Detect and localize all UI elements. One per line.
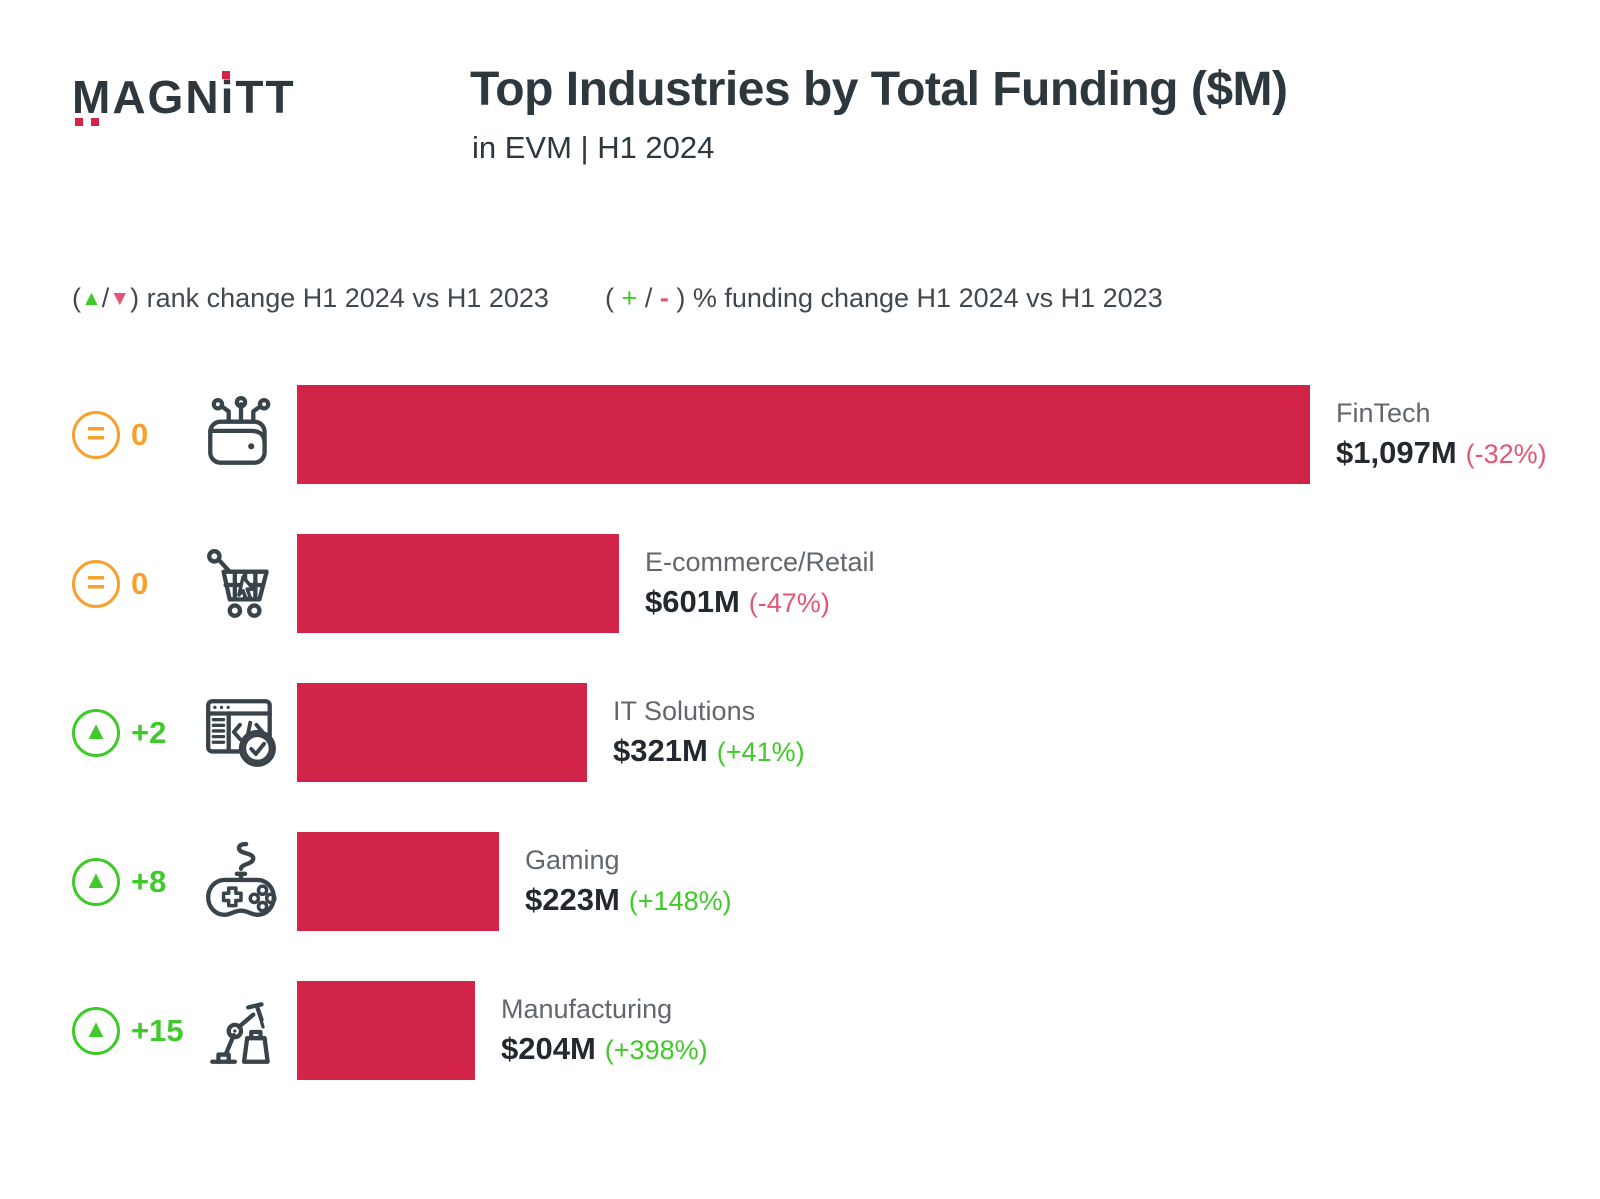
rank-cell: ▲ +8 — [72, 857, 185, 906]
legend-slash: / — [644, 283, 653, 313]
funding-value: $601M — [645, 584, 740, 619]
down-triangle-icon: ▼ — [109, 287, 131, 310]
funding-value: $321M — [613, 733, 708, 768]
rank-cell: = 0 — [72, 559, 185, 608]
robotic-arm-icon — [185, 990, 297, 1072]
shopping-cart-icon — [185, 543, 297, 625]
category-label: FinTech — [1336, 398, 1431, 428]
bar-area: FinTech $1,097M (-32%) — [297, 385, 1600, 484]
legend-funding-change: ( + / - ) % funding change H1 2024 vs H1… — [605, 283, 1163, 314]
logo-letter-m: M — [72, 71, 113, 126]
legend-paren: ( — [72, 283, 81, 313]
row-manufacturing: ▲ +15 — [72, 981, 1600, 1080]
bar-gaming — [297, 832, 499, 931]
funding-change: (-47%) — [748, 588, 830, 618]
rank-cell: ▲ +2 — [72, 708, 185, 757]
funding-change: (+41%) — [716, 737, 805, 767]
legend: (▲/▼) rank change H1 2024 vs H1 2023 ( +… — [72, 283, 1163, 314]
equal-icon: = — [86, 414, 106, 451]
bar-labels: E-commerce/Retail $601M (-47%) — [645, 547, 875, 620]
rank-up-badge: ▲ — [72, 708, 120, 757]
bar-manufacturing — [297, 981, 475, 1080]
equal-icon: = — [86, 563, 106, 600]
rank-up-badge: ▲ — [72, 857, 120, 906]
minus-sign-icon: - — [659, 283, 669, 313]
legend-slash: / — [101, 283, 110, 313]
rank-change-value: +8 — [131, 863, 167, 899]
up-triangle-icon: ▲ — [83, 866, 109, 894]
logo-letters-tt: TT — [235, 71, 296, 123]
bar-area: Gaming $223M (+148%) — [297, 832, 1600, 931]
digital-wallet-icon — [185, 394, 297, 476]
bar-labels: FinTech $1,097M (-32%) — [1336, 398, 1547, 471]
game-controller-icon — [185, 841, 297, 923]
bar-it-solutions — [297, 683, 587, 782]
up-triangle-icon: ▲ — [83, 1015, 109, 1043]
category-label: Gaming — [525, 845, 620, 875]
legend-paren: ( — [605, 283, 614, 313]
legend-rank-label: rank change H1 2024 vs H1 2023 — [146, 283, 549, 313]
bar-area: E-commerce/Retail $601M (-47%) — [297, 534, 1600, 633]
funding-value: $1,097M — [1336, 435, 1457, 470]
bar-labels: Manufacturing $204M (+398%) — [501, 994, 708, 1067]
row-ecommerce: = 0 E-commerce/Retail $601M — [72, 534, 1600, 633]
legend-paren: ) — [676, 283, 686, 313]
rank-equal-badge: = — [72, 559, 120, 608]
row-gaming: ▲ +8 Gaming — [72, 832, 1600, 931]
category-label: IT Solutions — [613, 696, 756, 726]
funding-change: (+398%) — [604, 1035, 708, 1065]
bar-fintech — [297, 385, 1310, 484]
legend-paren: ) — [130, 283, 140, 313]
funding-value: $204M — [501, 1031, 596, 1066]
rank-change-value: 0 — [131, 416, 149, 452]
bar-ecommerce — [297, 534, 619, 633]
bar-area: Manufacturing $204M (+398%) — [297, 981, 1600, 1080]
magnitt-logo: MAGNiTT — [72, 70, 296, 126]
rank-cell: = 0 — [72, 410, 185, 459]
page-subtitle: in EVM | H1 2024 — [472, 130, 715, 165]
bar-chart: = 0 FinTech $1,097M — [72, 385, 1600, 1130]
bar-labels: Gaming $223M (+148%) — [525, 845, 732, 918]
rank-change-value: +15 — [131, 1012, 184, 1048]
it-solutions-icon — [185, 692, 297, 774]
row-fintech: = 0 FinTech $1,097M — [72, 385, 1600, 484]
up-triangle-icon: ▲ — [81, 287, 102, 310]
rank-cell: ▲ +15 — [72, 1006, 185, 1055]
plus-sign-icon: + — [621, 283, 638, 313]
bar-area: IT Solutions $321M (+41%) — [297, 683, 1600, 782]
rank-equal-badge: = — [72, 410, 120, 459]
funding-change: (+148%) — [628, 886, 732, 916]
rank-change-value: +2 — [131, 714, 167, 750]
category-label: E-commerce/Retail — [645, 547, 875, 577]
row-it-solutions: ▲ +2 — [72, 683, 1600, 782]
funding-value: $223M — [525, 882, 620, 917]
rank-change-value: 0 — [131, 565, 149, 601]
funding-change: (-32%) — [1465, 439, 1547, 469]
up-triangle-icon: ▲ — [83, 717, 109, 745]
logo-letter-i: i — [220, 71, 236, 123]
rank-up-badge: ▲ — [72, 1006, 120, 1055]
bar-labels: IT Solutions $321M (+41%) — [613, 696, 805, 769]
page-title: Top Industries by Total Funding ($M) — [470, 63, 1288, 116]
legend-funding-label: % funding change H1 2024 vs H1 2023 — [692, 283, 1163, 313]
legend-rank-change: (▲/▼) rank change H1 2024 vs H1 2023 — [72, 283, 605, 314]
logo-letters-agn: AGN — [112, 71, 221, 123]
category-label: Manufacturing — [501, 994, 673, 1024]
